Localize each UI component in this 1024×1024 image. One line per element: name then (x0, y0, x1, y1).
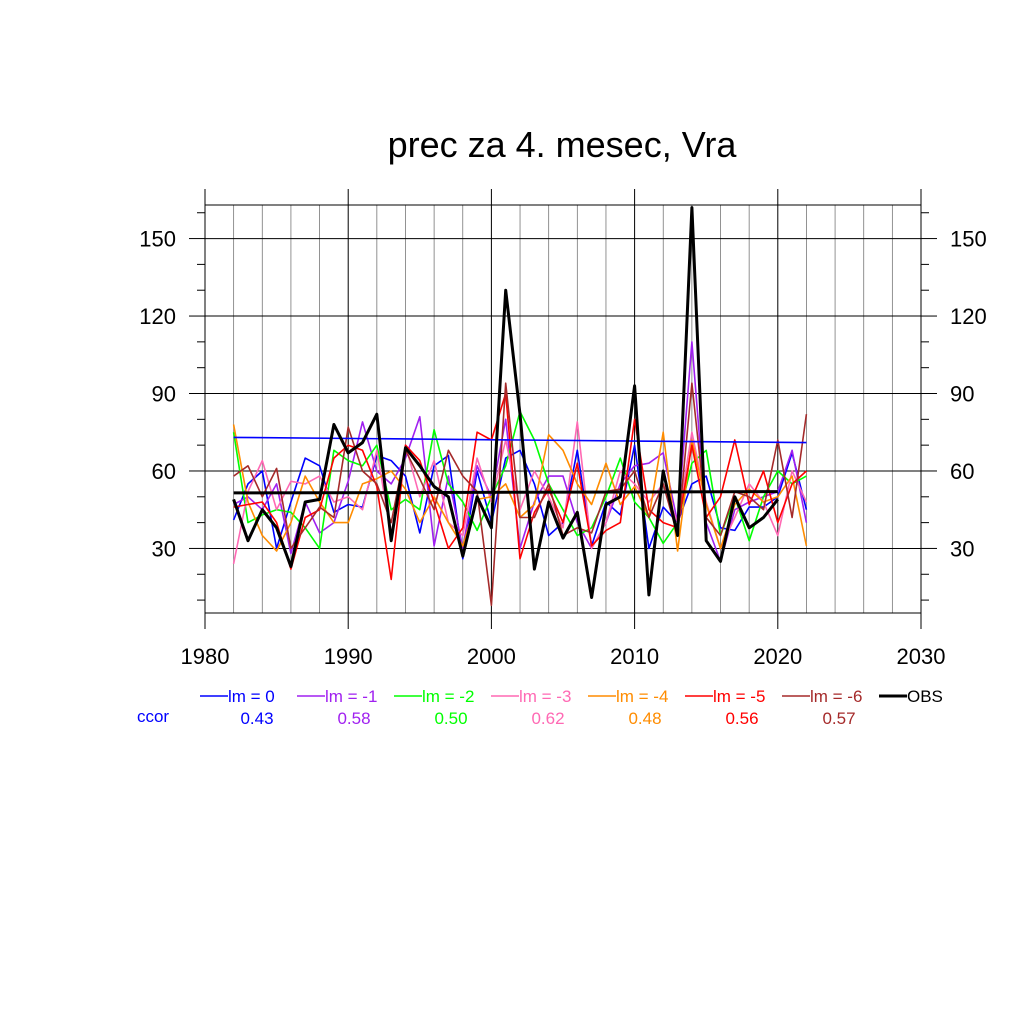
x-tick-label: 2000 (467, 644, 516, 669)
series-line-0 (232, 444, 808, 560)
legend-label: OBS (907, 687, 943, 706)
axis-ticks (189, 189, 937, 629)
x-tick-label: 1980 (181, 644, 230, 669)
ccor-value: 0.58 (337, 709, 370, 728)
ccor-value: 0.48 (628, 709, 661, 728)
legend-label: lm = -2 (422, 687, 474, 706)
tick-labels: 1980 1990 2000 2010 2020 2030 30 30 60 60 90 90 120 1… (139, 227, 986, 669)
trend-line-0 (233, 436, 807, 444)
y-tick-label: 120 (139, 304, 176, 329)
y-tick-label: 150 (139, 227, 176, 252)
grid-lines (205, 205, 921, 613)
ccor-value: 0.57 (822, 709, 855, 728)
trend-line-7 (233, 490, 778, 495)
x-tick-label: 2030 (897, 644, 946, 669)
legend: lm = 0 0.43 lm = -1 0.58 lm = -2 0.50 lm = -3 0… (200, 687, 943, 728)
ccor-value: 0.43 (240, 709, 273, 728)
y-tick-label-right: 120 (950, 304, 987, 329)
ccor-value: 0.56 (725, 709, 758, 728)
legend-label: lm = -5 (713, 687, 765, 706)
y-tick-label-right: 90 (950, 382, 974, 407)
y-tick-label-right: 150 (950, 227, 987, 252)
series-line-7 (232, 206, 779, 599)
series-line-1 (233, 341, 808, 563)
ccor-label: ccor (137, 707, 169, 726)
trend-lines (232, 206, 807, 599)
y-tick-label-right: 30 (950, 536, 974, 561)
legend-label: lm = 0 (228, 687, 275, 706)
chart-title: prec za 4. mesec, Vra (388, 124, 738, 165)
y-tick-label: 90 (152, 382, 176, 407)
y-tick-label: 30 (152, 536, 176, 561)
y-tick-label-right: 60 (950, 459, 974, 484)
legend-label: lm = -1 (325, 687, 377, 706)
series-line-5 (233, 392, 807, 581)
legend-label: lm = -3 (519, 687, 571, 706)
legend-label: lm = -6 (810, 687, 862, 706)
y-tick-label: 60 (152, 459, 176, 484)
x-tick-label: 1990 (324, 644, 373, 669)
ccor-value: 0.50 (434, 709, 467, 728)
plot-frame (204, 204, 922, 614)
legend-label: lm = -4 (616, 687, 668, 706)
series-line-6 (233, 382, 808, 607)
x-tick-label: 2020 (753, 644, 802, 669)
x-tick-label: 2010 (610, 644, 659, 669)
ccor-value: 0.62 (531, 709, 564, 728)
